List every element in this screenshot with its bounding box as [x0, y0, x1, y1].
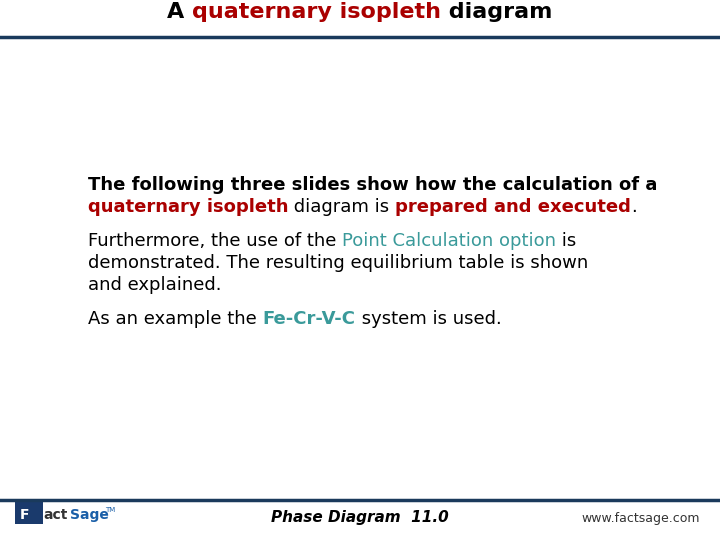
Text: quaternary isopleth: quaternary isopleth	[88, 198, 289, 216]
Bar	[15, 502, 43, 524]
Text: quaternary isopleth: quaternary isopleth	[192, 2, 441, 22]
Text: and explained.: and explained.	[88, 276, 222, 294]
Text: diagram is: diagram is	[289, 198, 395, 216]
Text: A: A	[167, 2, 192, 22]
Text: demonstrated. The resulting equilibrium table is shown: demonstrated. The resulting equilibrium …	[88, 254, 588, 272]
Text: TM: TM	[105, 507, 115, 513]
Text: Phase Diagram  11.0: Phase Diagram 11.0	[271, 510, 449, 525]
Text: www.factsage.com: www.factsage.com	[582, 512, 700, 525]
Text: Sage: Sage	[70, 508, 109, 522]
Text: system is used.: system is used.	[356, 310, 501, 328]
Text: Furthermore, the use of the: Furthermore, the use of the	[88, 232, 342, 250]
Text: act: act	[43, 508, 68, 522]
Text: As an example the: As an example the	[88, 310, 263, 328]
Text: prepared and executed: prepared and executed	[395, 198, 631, 216]
Text: .: .	[631, 198, 637, 216]
Text: F: F	[20, 508, 30, 522]
Text: Point Calculation option: Point Calculation option	[342, 232, 556, 250]
Text: diagram: diagram	[441, 2, 553, 22]
Text: The following three slides show how the calculation of a: The following three slides show how the …	[88, 176, 657, 194]
Text: is: is	[556, 232, 577, 250]
Text: Fe-Cr-V-C: Fe-Cr-V-C	[263, 310, 356, 328]
